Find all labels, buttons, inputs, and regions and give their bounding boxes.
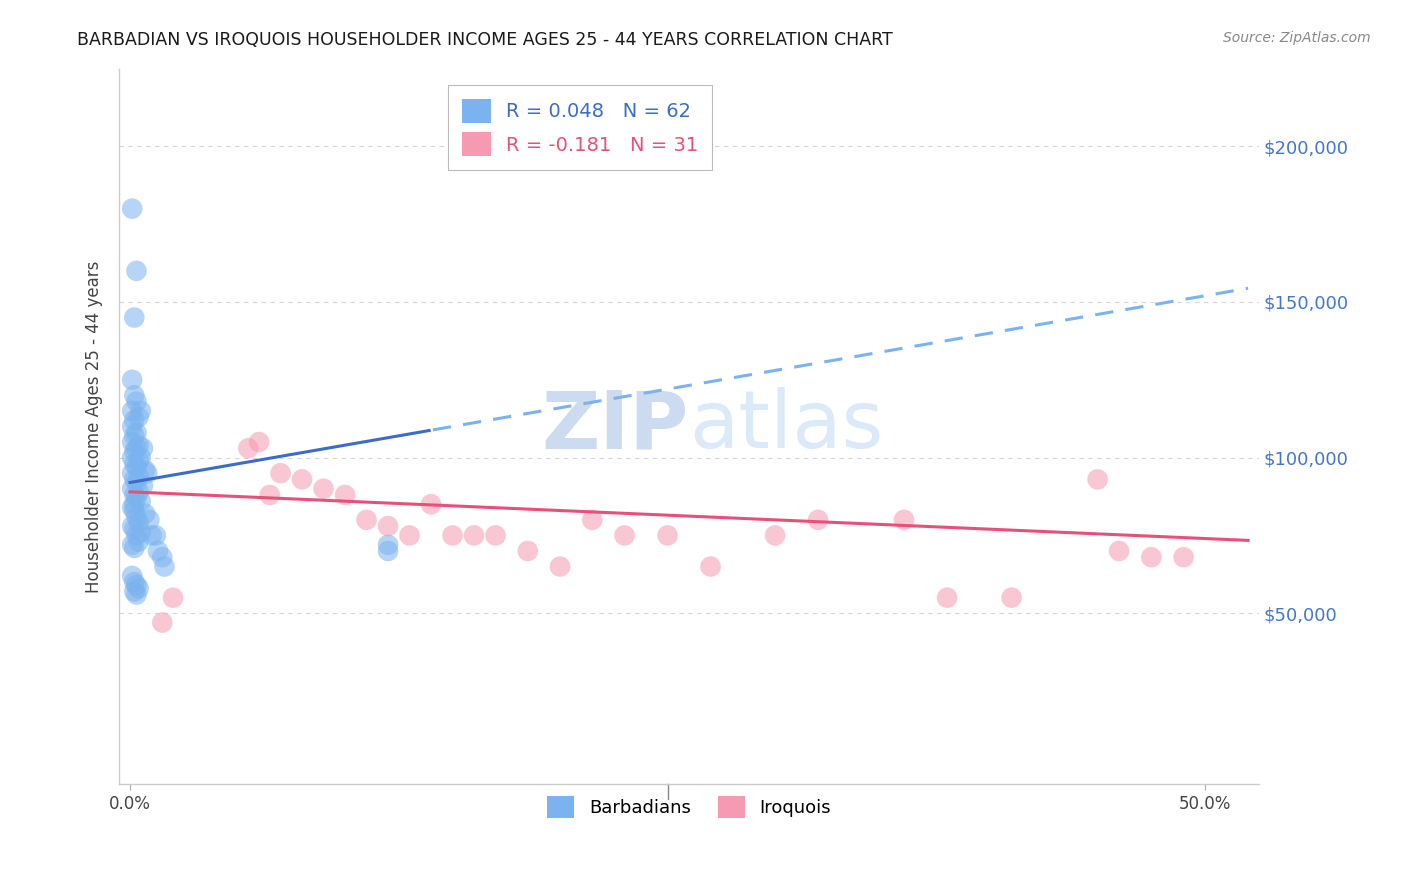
Point bbox=[150, 615, 173, 630]
Point bbox=[124, 413, 146, 427]
Point bbox=[377, 538, 399, 552]
Text: ZIP: ZIP bbox=[541, 387, 689, 466]
Y-axis label: Householder Income Ages 25 - 44 years: Householder Income Ages 25 - 44 years bbox=[86, 260, 103, 592]
Point bbox=[121, 373, 143, 387]
Point bbox=[699, 559, 721, 574]
Point bbox=[377, 544, 399, 558]
Point bbox=[463, 528, 485, 542]
Point bbox=[1108, 544, 1130, 558]
Point bbox=[129, 450, 152, 465]
Point bbox=[125, 578, 148, 592]
Point bbox=[132, 442, 155, 456]
Point bbox=[134, 507, 156, 521]
Legend: Barbadians, Iroquois: Barbadians, Iroquois bbox=[540, 789, 838, 825]
Point bbox=[1173, 550, 1195, 565]
Point bbox=[121, 450, 143, 465]
Point bbox=[129, 404, 152, 418]
Point bbox=[124, 584, 146, 599]
Point bbox=[247, 435, 270, 450]
Point bbox=[141, 528, 163, 542]
Point bbox=[145, 528, 167, 542]
Point bbox=[581, 513, 603, 527]
Point bbox=[121, 482, 143, 496]
Point bbox=[132, 478, 155, 492]
Point bbox=[124, 497, 146, 511]
Point bbox=[121, 435, 143, 450]
Point bbox=[128, 484, 150, 499]
Point bbox=[124, 522, 146, 536]
Point bbox=[162, 591, 184, 605]
Point bbox=[146, 544, 169, 558]
Point bbox=[484, 528, 506, 542]
Point bbox=[125, 459, 148, 474]
Point bbox=[333, 488, 356, 502]
Point bbox=[124, 429, 146, 443]
Point bbox=[121, 404, 143, 418]
Point bbox=[125, 588, 148, 602]
Point bbox=[150, 550, 173, 565]
Point bbox=[763, 528, 786, 542]
Point bbox=[312, 482, 335, 496]
Point bbox=[807, 513, 830, 527]
Point bbox=[125, 425, 148, 440]
Point bbox=[128, 438, 150, 452]
Text: BARBADIAN VS IROQUOIS HOUSEHOLDER INCOME AGES 25 - 44 YEARS CORRELATION CHART: BARBADIAN VS IROQUOIS HOUSEHOLDER INCOME… bbox=[77, 31, 893, 49]
Point bbox=[125, 442, 148, 456]
Point bbox=[125, 491, 148, 505]
Point bbox=[516, 544, 538, 558]
Point bbox=[121, 519, 143, 533]
Point bbox=[121, 569, 143, 583]
Point bbox=[138, 513, 160, 527]
Point bbox=[125, 475, 148, 490]
Point bbox=[125, 528, 148, 542]
Point bbox=[125, 509, 148, 524]
Point bbox=[259, 488, 281, 502]
Point bbox=[125, 394, 148, 409]
Point bbox=[1140, 550, 1163, 565]
Point bbox=[613, 528, 636, 542]
Point bbox=[121, 466, 143, 480]
Point bbox=[129, 525, 152, 540]
Point bbox=[124, 310, 146, 325]
Point bbox=[129, 494, 152, 508]
Point bbox=[121, 538, 143, 552]
Point bbox=[936, 591, 959, 605]
Point bbox=[136, 466, 159, 480]
Point bbox=[124, 444, 146, 458]
Point bbox=[128, 453, 150, 467]
Point bbox=[1087, 472, 1109, 486]
Text: Source: ZipAtlas.com: Source: ZipAtlas.com bbox=[1223, 31, 1371, 45]
Point bbox=[291, 472, 314, 486]
Point bbox=[124, 503, 146, 517]
Point bbox=[270, 466, 292, 480]
Text: atlas: atlas bbox=[689, 387, 883, 466]
Point bbox=[238, 442, 260, 456]
Point bbox=[128, 516, 150, 530]
Point bbox=[128, 410, 150, 425]
Point bbox=[657, 528, 679, 542]
Point bbox=[121, 419, 143, 434]
Point bbox=[356, 513, 378, 527]
Point bbox=[441, 528, 464, 542]
Point bbox=[121, 202, 143, 216]
Point bbox=[420, 497, 443, 511]
Point bbox=[128, 469, 150, 483]
Point bbox=[1000, 591, 1022, 605]
Point bbox=[124, 388, 146, 402]
Point bbox=[124, 488, 146, 502]
Point bbox=[124, 472, 146, 486]
Point bbox=[377, 519, 399, 533]
Point bbox=[124, 457, 146, 471]
Point bbox=[893, 513, 915, 527]
Point bbox=[548, 559, 571, 574]
Point bbox=[125, 264, 148, 278]
Point bbox=[128, 582, 150, 596]
Point bbox=[121, 500, 143, 515]
Point bbox=[128, 534, 150, 549]
Point bbox=[153, 559, 176, 574]
Point bbox=[124, 575, 146, 590]
Point bbox=[124, 541, 146, 555]
Point bbox=[134, 463, 156, 477]
Point bbox=[398, 528, 420, 542]
